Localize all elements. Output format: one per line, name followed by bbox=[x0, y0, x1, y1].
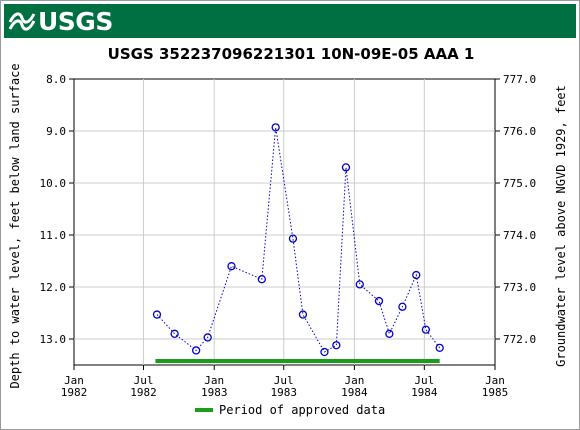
usgs-wave-icon bbox=[8, 12, 36, 31]
data-point bbox=[341, 163, 351, 172]
data-point bbox=[288, 234, 298, 243]
data-point bbox=[192, 346, 201, 355]
right-tick-label: 776.0 bbox=[503, 125, 536, 138]
data-point bbox=[320, 347, 329, 357]
x-tick-month: Jul bbox=[414, 374, 434, 387]
left-tick-label: 9.0 bbox=[46, 125, 66, 138]
data-point bbox=[332, 341, 341, 350]
usgs-logo[interactable]: USGS bbox=[8, 7, 158, 37]
left-tick-label: 11.0 bbox=[40, 229, 67, 242]
left-tick-label: 10.0 bbox=[40, 177, 67, 190]
data-point bbox=[435, 343, 444, 352]
data-point bbox=[203, 333, 212, 342]
left-tick-label: 13.0 bbox=[40, 333, 67, 346]
x-tick-month: Jul bbox=[134, 374, 154, 387]
data-point bbox=[374, 296, 384, 306]
x-tick-month: Jan bbox=[485, 374, 505, 387]
x-tick-year: 1983 bbox=[270, 386, 297, 399]
x-tick-month: Jan bbox=[64, 374, 84, 387]
plot-area bbox=[73, 78, 496, 366]
data-point bbox=[385, 329, 394, 338]
chart-title: USGS 352237096221301 10N-09E-05 AAA 1 bbox=[107, 45, 475, 63]
legend: Period of approved data bbox=[195, 403, 385, 417]
right-tick-label: 773.0 bbox=[503, 281, 536, 294]
x-tick-year: 1985 bbox=[482, 386, 509, 399]
x-tick-year: 1984 bbox=[411, 386, 438, 399]
data-point bbox=[170, 329, 179, 338]
left-tick-label: 8.0 bbox=[46, 73, 66, 86]
data-point bbox=[227, 262, 236, 271]
left-axis-labels: 8.0 9.0 10.0 11.0 12.0 13.0 bbox=[40, 73, 67, 346]
axis-ticks bbox=[69, 78, 500, 370]
series-line bbox=[156, 127, 441, 353]
x-tick-year: 1984 bbox=[341, 386, 368, 399]
legend-label: Period of approved data bbox=[219, 403, 385, 417]
right-tick-label: 777.0 bbox=[503, 73, 536, 86]
data-point bbox=[271, 123, 280, 132]
data-point bbox=[421, 325, 431, 334]
data-point bbox=[412, 270, 421, 280]
right-axis-title: Groundwater level above NGVD 1929, feet bbox=[554, 85, 568, 367]
right-tick-label: 774.0 bbox=[503, 229, 536, 242]
data-point bbox=[355, 280, 364, 289]
data-point bbox=[398, 302, 407, 311]
usgs-banner: USGS bbox=[4, 4, 576, 38]
right-tick-label: 775.0 bbox=[503, 177, 536, 190]
data-point bbox=[257, 275, 266, 284]
x-tick-year: 1982 bbox=[130, 386, 157, 399]
left-axis-title-line1: Depth to water level, feet below land su… bbox=[8, 63, 22, 388]
x-tick-month: Jan bbox=[344, 374, 364, 387]
data-point bbox=[298, 310, 308, 319]
right-tick-label: 772.0 bbox=[503, 333, 536, 346]
data-series bbox=[152, 123, 444, 357]
x-tick-month: Jan bbox=[204, 374, 224, 387]
x-tick-month: Jul bbox=[274, 374, 294, 387]
x-tick-year: 1983 bbox=[201, 386, 228, 399]
x-tick-year: 1982 bbox=[61, 386, 88, 399]
usgs-logo-text: USGS bbox=[38, 7, 113, 36]
data-point bbox=[152, 310, 162, 319]
right-axis-labels: 777.0 776.0 775.0 774.0 773.0 772.0 bbox=[503, 73, 536, 346]
x-axis-labels: Jan1982Jul1982Jan1983Jul1983Jan1984Jul19… bbox=[61, 374, 509, 399]
left-tick-label: 12.0 bbox=[40, 281, 67, 294]
